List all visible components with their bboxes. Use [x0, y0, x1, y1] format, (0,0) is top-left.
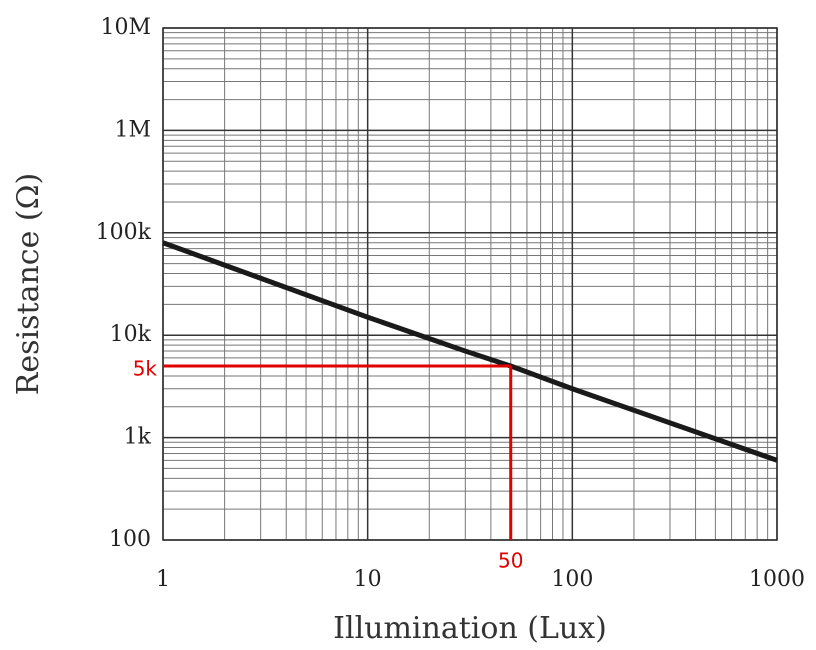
y-tick-label: 10M	[100, 15, 151, 40]
plot-frame	[163, 28, 777, 540]
chart: Illumination (Lux) Resistance (Ω) 1 10 100…	[0, 0, 816, 650]
y-tick-label: 10k	[110, 322, 152, 347]
x-tick-label: 1	[156, 567, 170, 592]
y-tick-label: 1M	[114, 117, 151, 142]
y-tick-label: 100k	[96, 220, 152, 245]
y-tick-label: 100	[109, 527, 151, 552]
annotation-x-label: 50	[498, 549, 523, 573]
x-axis-title: Illumination (Lux)	[333, 611, 607, 646]
x-tick-label: 10	[354, 567, 382, 592]
y-axis-title: Resistance (Ω)	[11, 173, 46, 395]
y-tick-label: 1k	[124, 425, 152, 450]
annotation-y-label: 5k	[133, 357, 158, 381]
x-tick-label: 1000	[749, 567, 805, 592]
x-tick-label: 100	[551, 567, 593, 592]
